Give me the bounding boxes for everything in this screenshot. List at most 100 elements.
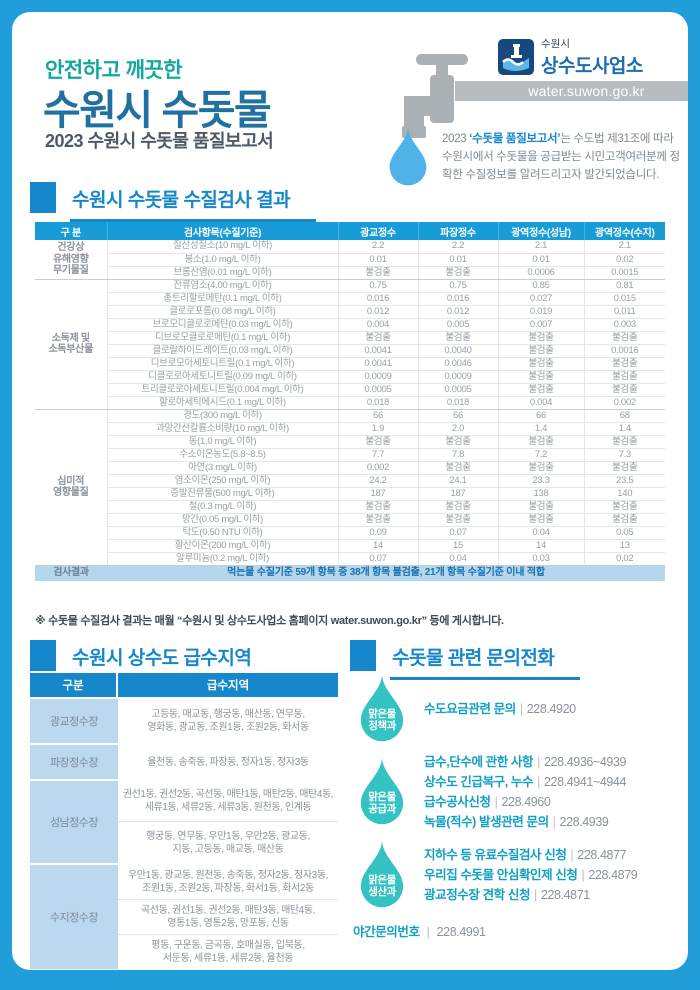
quality-row: 클로랄하이드레이트(0.03 mg/L 이하) 0.0041 0.0040 불검출 0.… bbox=[35, 344, 665, 358]
test-value: 0.011 bbox=[584, 305, 665, 319]
supply-row: 수지정수장 우만1동, 광교동, 원천동, 송죽동, 정자2동, 정자3동, 조원1… bbox=[30, 865, 338, 969]
quality-section-title: 수원시 수돗물 수질검사 결과 bbox=[70, 182, 317, 222]
test-item: 붕소(1.0 mg/L 이하) bbox=[107, 253, 339, 267]
test-value: 0.03 bbox=[498, 552, 585, 566]
test-value: 7.8 bbox=[418, 448, 499, 462]
test-value: 0.005 bbox=[418, 318, 499, 332]
test-item: 브롬산염(0.01 mg/L 이하) bbox=[107, 266, 339, 280]
contact-item: 급수공사신청 | 228.4960 bbox=[424, 794, 626, 811]
contact-section-title: 수돗물 관련 문의전화 bbox=[390, 640, 581, 680]
test-value: 0.0041 bbox=[338, 357, 419, 371]
intro-line3: 정확한 수질정보를 알려드리고자 발간되었습니다. bbox=[442, 151, 680, 181]
test-value: 0.004 bbox=[498, 396, 585, 410]
contact-label: 녹물(적수) 발생관련 문의 bbox=[424, 815, 549, 829]
test-value: 0.007 bbox=[498, 318, 585, 332]
intro-highlight: ‘수돗물 품질보고서’ bbox=[469, 133, 561, 145]
website-band: water.suwon.go.kr bbox=[455, 81, 688, 101]
test-value: 0.0009 bbox=[338, 370, 419, 384]
test-value: 불검출 bbox=[584, 383, 665, 397]
supply-col-areas: 급수지역 bbox=[118, 673, 338, 697]
test-item: 디브로모아세토니트릴(0.1 mg/L 이하) bbox=[107, 357, 339, 371]
contact-label: 지하수 등 유료수질검사 신청 bbox=[424, 848, 567, 862]
test-value: 불검출 bbox=[584, 357, 665, 371]
quality-table: 구 분 검사항목(수질기준) 광교정수 파장정수 광역정수(성남) 광역정수(수… bbox=[35, 222, 665, 581]
test-value: 불검출 bbox=[584, 500, 665, 514]
test-item: 클로로포름(0.08 mg/L 이하) bbox=[107, 305, 339, 319]
night-contact: 야간문의번호 | 228.4991 bbox=[353, 921, 685, 940]
test-value: 7.7 bbox=[338, 448, 419, 462]
department-name: 맑은물 생산과 bbox=[368, 874, 396, 898]
test-item: 황산이온(200 mg/L 이하) bbox=[107, 539, 339, 553]
test-value: 0.002 bbox=[584, 396, 665, 410]
test-value: 0.0046 bbox=[418, 357, 499, 371]
test-value: 0.0005 bbox=[418, 383, 499, 397]
contact-label: 광교정수장 견학 신청 bbox=[424, 888, 531, 902]
test-value: 불검출 bbox=[338, 500, 419, 514]
quality-table-body: 건강상 유해영향 무기물질 질산성질소(10 mg/L 이하) 2.2 2.2 2.1 2.1… bbox=[35, 240, 665, 566]
test-value: 0.01 bbox=[338, 253, 419, 267]
test-value: 187 bbox=[418, 487, 499, 501]
quality-table-header-row: 구 분 검사항목(수질기준) 광교정수 파장정수 광역정수(성남) 광역정수(수… bbox=[35, 222, 665, 240]
quality-row: 아연(3 mg/L 이하) 0.002 불검출 불검출 불검출 bbox=[35, 461, 665, 475]
test-value: 66 bbox=[418, 409, 499, 423]
test-value: 0.016 bbox=[418, 292, 499, 306]
test-value: 0.75 bbox=[418, 279, 499, 293]
test-value: 불검출 bbox=[338, 435, 419, 449]
quality-group-label: 심미적 영향물질 bbox=[35, 409, 108, 566]
website-link[interactable]: water.suwon.go.kr bbox=[528, 83, 645, 99]
test-value: 불검출 bbox=[418, 500, 499, 514]
supply-area-cell: 행궁동, 연무동, 우만1동, 우만2동, 광교동, 지동, 고등동, 매교동, … bbox=[146, 830, 310, 855]
department-drop-icon: 맑은물 정책과 bbox=[353, 672, 411, 747]
quality-group-label: 소독제 및 소독부산물 bbox=[35, 279, 108, 410]
test-value: 불검출 bbox=[498, 461, 585, 475]
test-item: 클로랄하이드레이트(0.03 mg/L 이하) bbox=[107, 344, 339, 358]
test-value: 0.02 bbox=[584, 552, 665, 566]
contact-item: 우리집 수돗물 안심확인제 신청 | 228.4879 bbox=[424, 867, 638, 884]
col-header-gwanggyo: 광교정수 bbox=[338, 222, 419, 240]
result-label: 검사결과 bbox=[35, 565, 107, 581]
supply-area-cell: 권선1동, 권선2동, 곡선동, 매탄1동, 매탄2동, 매탄4동, 세류1동, … bbox=[118, 781, 338, 822]
test-value: 불검출 bbox=[498, 435, 585, 449]
section-bullet-square bbox=[30, 182, 56, 213]
contact-item: 급수,단수에 관한 사항 | 228.4936~4939 bbox=[424, 754, 626, 771]
contact-label: 상수도 긴급복구, 누수 bbox=[424, 775, 534, 789]
quality-row: 망간(0.05 mg/L 이하) 불검출 불검출 불검출 불검출 bbox=[35, 513, 665, 527]
test-value: 0.02 bbox=[584, 253, 665, 267]
supply-areas: 율천동, 송죽동, 파장동, 정자1동, 정자3동 bbox=[118, 745, 338, 779]
test-value: 0.0009 bbox=[418, 370, 499, 384]
test-item: 증발잔류물(500 mg/L 이하) bbox=[107, 487, 339, 501]
faucet-icon bbox=[402, 54, 468, 138]
test-value: 불검출 bbox=[498, 513, 585, 527]
test-value: 66 bbox=[498, 409, 585, 423]
supply-row: 파장정수장 율천동, 송죽동, 파장동, 정자1동, 정자3동 bbox=[30, 745, 338, 779]
separator: | bbox=[423, 925, 433, 939]
test-value: 0.0006 bbox=[498, 266, 585, 280]
contact-label: 급수공사신청 bbox=[424, 795, 491, 809]
test-value: 불검출 bbox=[338, 331, 419, 345]
quality-row: 철(0.3 mg/L 이하) 불검출 불검출 불검출 불검출 bbox=[35, 500, 665, 514]
test-value: 24.2 bbox=[338, 474, 419, 488]
test-value: 0.81 bbox=[584, 279, 665, 293]
quality-row: 붕소(1.0 mg/L 이하) 0.01 0.01 0.01 0.02 bbox=[35, 253, 665, 267]
quality-row: 탁도(0.50 NTU 이하) 0.09 0.07 0.04 0.05 bbox=[35, 526, 665, 540]
report-sheet: 안전하고 깨끗한 수원시 수돗물 2023 수원시 수돗물 품질보고서 수원시 … bbox=[12, 12, 688, 970]
report-subtitle: 2023 수원시 수돗물 품질보고서 bbox=[45, 131, 274, 151]
test-value: 불검출 bbox=[418, 461, 499, 475]
posting-note: ※ 수돗물 수질검사 결과는 매월 “수원시 및 상수도사업소 홈페이지 wat… bbox=[35, 615, 504, 627]
quality-row: 브로모디클로로메탄(0.03 mg/L 이하) 0.004 0.005 0.007 0.… bbox=[35, 318, 665, 332]
supply-table-rows: 광교정수장 고등동, 매교동, 행궁동, 매산동, 연무동, 영화동, 광교동, 조… bbox=[30, 699, 338, 969]
quality-row: 알루미늄(0.2 mg/L 이하) 0.07 0.04 0.03 0.02 bbox=[35, 552, 665, 566]
test-value: 불검출 bbox=[418, 266, 499, 280]
contact-panel: 맑은물 정책과 수도요금관련 문의 | 228.4920 맑은물 공급과 급수,단수에 관한 … bbox=[353, 672, 685, 940]
test-value: 0.01 bbox=[498, 253, 585, 267]
test-item: 동(1.0 mg/L 이하) bbox=[107, 435, 339, 449]
intro-line2: 수원시에서 수돗물을 공급받는 시민고객여러분께 bbox=[442, 151, 667, 163]
quality-row: 염소이온(250 mg/L 이하) 24.2 24.1 23.3 23.5 bbox=[35, 474, 665, 488]
test-item: 트리클로로아세토니트릴(0.004 mg/L 이하) bbox=[107, 383, 339, 397]
test-value: 0.027 bbox=[498, 292, 585, 306]
night-contact-label: 야간문의번호 bbox=[353, 925, 420, 939]
test-value: 불검출 bbox=[584, 435, 665, 449]
test-item: 알루미늄(0.2 mg/L 이하) bbox=[107, 552, 339, 566]
test-item: 망간(0.05 mg/L 이하) bbox=[107, 513, 339, 527]
quality-row: 디클로로아세토니트릴(0.09 mg/L 이하) 0.0009 0.0009 불검출 불… bbox=[35, 370, 665, 384]
